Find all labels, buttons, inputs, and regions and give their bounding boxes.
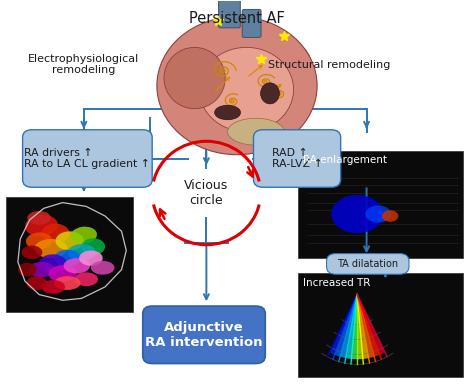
Text: Persistent AF: Persistent AF (189, 11, 285, 26)
Ellipse shape (157, 17, 317, 155)
FancyBboxPatch shape (242, 9, 261, 37)
Ellipse shape (164, 47, 225, 109)
Ellipse shape (228, 118, 284, 145)
Ellipse shape (256, 40, 312, 101)
Polygon shape (346, 295, 357, 359)
Ellipse shape (54, 250, 81, 267)
Ellipse shape (74, 273, 98, 286)
Ellipse shape (28, 262, 55, 277)
Ellipse shape (261, 83, 279, 104)
FancyBboxPatch shape (6, 197, 133, 312)
Text: Vicious
circle: Vicious circle (184, 179, 228, 207)
Ellipse shape (91, 261, 115, 274)
Ellipse shape (82, 238, 105, 255)
Ellipse shape (27, 211, 51, 225)
Ellipse shape (35, 239, 67, 258)
Text: Structural remodeling: Structural remodeling (268, 59, 390, 69)
Ellipse shape (54, 276, 81, 290)
Ellipse shape (382, 210, 398, 222)
Ellipse shape (39, 254, 67, 274)
Ellipse shape (365, 205, 392, 223)
Ellipse shape (331, 195, 383, 233)
FancyBboxPatch shape (254, 130, 341, 187)
Ellipse shape (48, 265, 77, 282)
Text: Increased TR: Increased TR (303, 278, 370, 288)
Polygon shape (357, 295, 363, 359)
Polygon shape (357, 295, 374, 358)
Text: RA drivers ↑
RA to LA CL gradient ↑: RA drivers ↑ RA to LA CL gradient ↑ (25, 148, 150, 169)
Ellipse shape (18, 263, 36, 276)
Ellipse shape (199, 47, 293, 132)
Polygon shape (335, 295, 357, 357)
FancyBboxPatch shape (23, 130, 152, 187)
Text: Adjunctive
RA intervention: Adjunctive RA intervention (145, 321, 263, 349)
Polygon shape (357, 295, 369, 359)
FancyBboxPatch shape (327, 254, 409, 274)
Polygon shape (357, 295, 385, 355)
Ellipse shape (71, 227, 97, 244)
FancyBboxPatch shape (143, 306, 265, 364)
Ellipse shape (27, 276, 47, 290)
Ellipse shape (25, 215, 58, 236)
Text: RA enlargement: RA enlargement (303, 155, 387, 165)
FancyBboxPatch shape (298, 151, 463, 258)
Ellipse shape (215, 105, 240, 120)
Ellipse shape (55, 231, 84, 251)
Polygon shape (351, 295, 357, 359)
Ellipse shape (64, 258, 90, 273)
Text: TA dilatation: TA dilatation (337, 259, 398, 269)
Ellipse shape (26, 232, 52, 249)
Ellipse shape (67, 244, 96, 261)
Polygon shape (357, 295, 380, 357)
Ellipse shape (41, 280, 65, 294)
FancyBboxPatch shape (219, 0, 240, 28)
Ellipse shape (79, 251, 103, 266)
FancyBboxPatch shape (298, 273, 463, 377)
Ellipse shape (22, 245, 42, 259)
Ellipse shape (41, 223, 70, 243)
Polygon shape (329, 295, 357, 355)
Text: Electrophysiological
remodeling: Electrophysiological remodeling (28, 54, 139, 75)
Text: RAD ↑
RA-LVZ ↑: RAD ↑ RA-LVZ ↑ (272, 148, 322, 169)
Polygon shape (340, 295, 357, 358)
